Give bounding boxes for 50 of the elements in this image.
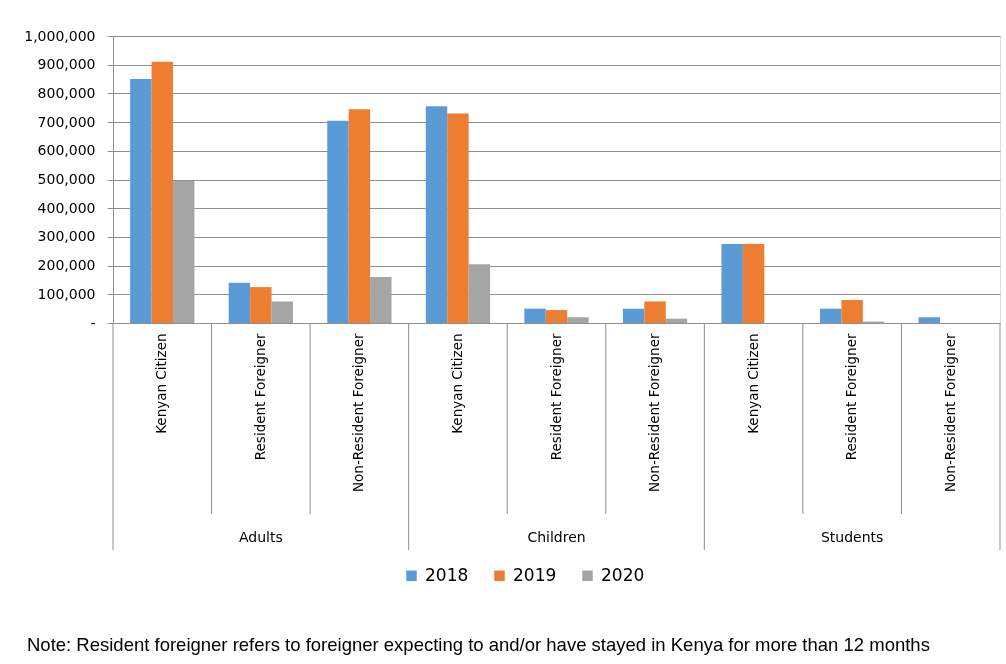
y-tick-label: - <box>90 314 96 331</box>
bar <box>228 282 251 323</box>
bar <box>918 317 941 323</box>
bar <box>370 277 392 323</box>
y-tick-label: 300,000 <box>37 228 96 245</box>
bar <box>841 300 863 323</box>
bar <box>447 113 469 323</box>
bar <box>425 106 448 323</box>
bar <box>622 308 645 323</box>
y-tick-label: 100,000 <box>37 285 96 302</box>
bar <box>545 310 568 323</box>
bar <box>151 61 173 323</box>
x-tick-label: Resident Foreigner <box>251 333 268 461</box>
y-tick-label: 600,000 <box>37 142 96 159</box>
x-tick-label: Kenyan Citizen <box>448 333 465 434</box>
bar <box>742 244 765 323</box>
bar <box>820 308 842 323</box>
bar <box>130 79 152 323</box>
x-tick-label: Resident Foreigner <box>843 333 860 461</box>
text: Adults <box>238 529 283 545</box>
bar <box>665 318 688 323</box>
legend-label: 2018 <box>425 564 469 585</box>
bar <box>468 264 491 323</box>
text: Note: Resident foreigner refers to foreigner expecting to and/or have stayed in Kenya for more than 12 months <box>27 634 930 655</box>
y-tick-label: 500,000 <box>37 171 96 187</box>
bar <box>348 109 371 323</box>
y-tick-label: 200,000 <box>37 257 96 274</box>
y-tick-label: 700,000 <box>37 113 96 130</box>
y-tick-label: 900,000 <box>37 56 96 73</box>
x-tick-label: Non-Resident Foreigner <box>350 333 367 492</box>
bar <box>721 244 743 323</box>
text: Children <box>527 529 586 545</box>
x-tick-label: Resident Foreigner <box>547 333 564 461</box>
legend-label: 2019 <box>513 564 557 585</box>
text: Students <box>820 529 884 545</box>
x-tick-label: Kenyan Citizen <box>744 333 761 434</box>
bar <box>327 120 349 323</box>
bar <box>644 301 666 323</box>
x-tick-label: Non-Resident Foreigner <box>646 333 663 492</box>
y-tick-label: 800,000 <box>37 84 96 101</box>
bar <box>271 301 293 323</box>
y-tick-label: 400,000 <box>37 199 96 216</box>
bar <box>172 180 195 323</box>
x-tick-label: Non-Resident Foreigner <box>941 333 958 492</box>
x-tick-label: Kenyan Citizen <box>153 333 170 434</box>
bar <box>250 287 272 323</box>
bar <box>567 317 589 323</box>
y-tick-label: 1,000,000 <box>24 27 96 44</box>
bar <box>524 308 546 323</box>
legend-label: 2020 <box>601 564 645 585</box>
